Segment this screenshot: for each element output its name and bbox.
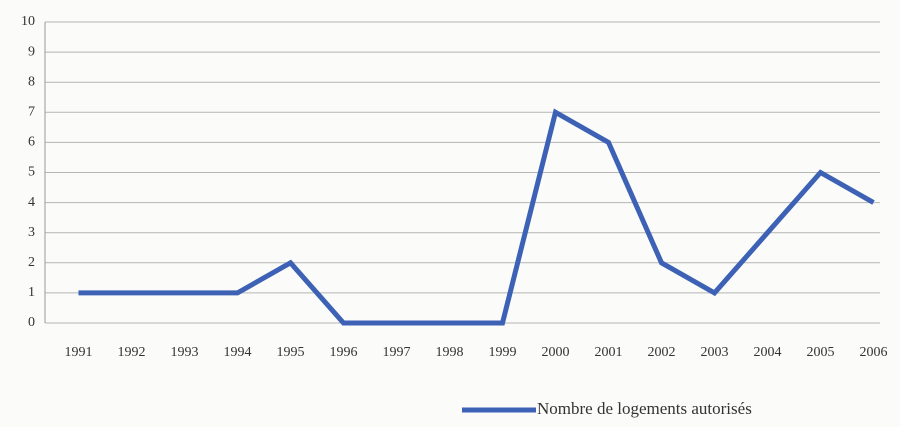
y-tick-label: 1 — [28, 285, 35, 300]
x-tick-label: 1997 — [383, 345, 411, 360]
y-tick-label: 6 — [28, 135, 35, 150]
x-tick-label: 2003 — [701, 345, 729, 360]
legend-label: Nombre de logements autorisés — [537, 399, 752, 418]
x-tick-label: 1996 — [330, 345, 358, 360]
y-tick-label: 8 — [28, 74, 35, 89]
y-tick-label: 7 — [28, 105, 35, 120]
x-tick-label: 2006 — [860, 345, 888, 360]
y-tick-label: 5 — [28, 165, 35, 180]
y-tick-label: 10 — [21, 14, 35, 29]
x-tick-label: 1998 — [436, 345, 464, 360]
x-tick-label: 2000 — [542, 345, 570, 360]
line-series — [78, 108, 875, 326]
x-tick-label: 2001 — [595, 345, 623, 360]
x-tick-label: 1994 — [224, 345, 252, 360]
x-tick-label: 1993 — [171, 345, 199, 360]
x-tick-label: 1995 — [277, 345, 305, 360]
x-tick-label: 2005 — [807, 345, 835, 360]
x-tick-label: 1999 — [489, 345, 517, 360]
x-tick-label: 2004 — [754, 345, 782, 360]
x-tick-label: 2002 — [648, 345, 676, 360]
y-tick-label: 3 — [28, 225, 35, 240]
y-tick-label: 0 — [28, 315, 35, 330]
y-tick-label: 4 — [28, 195, 35, 210]
x-tick-label: 1992 — [118, 345, 146, 360]
y-tick-label: 2 — [28, 255, 35, 270]
y-tick-label: 9 — [28, 44, 35, 59]
x-tick-label: 1991 — [65, 345, 93, 360]
